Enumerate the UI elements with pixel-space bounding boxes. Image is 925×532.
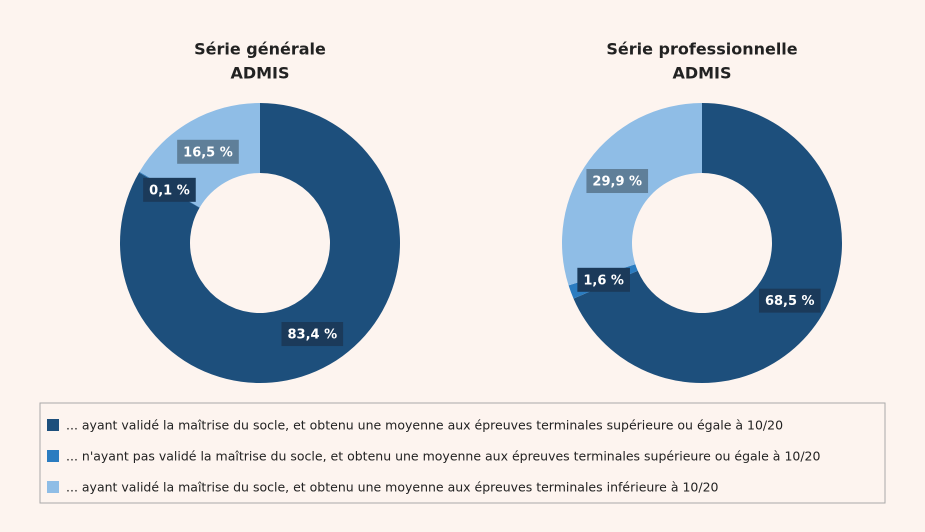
legend-label: ... n'ayant pas validé la maîtrise du so…: [66, 449, 821, 464]
value-label: 83,4 %: [287, 328, 337, 343]
value-label: 0,1 %: [149, 183, 190, 198]
legend-swatch: [47, 419, 59, 431]
legend-label: ... ayant validé la maîtrise du socle, e…: [66, 418, 783, 433]
legend-label: ... ayant validé la maîtrise du socle, e…: [66, 480, 719, 495]
value-label-box: [577, 267, 630, 292]
legend-box: [39, 402, 886, 504]
value-label: 29,9 %: [592, 175, 642, 190]
donut-slice: [562, 103, 702, 286]
value-label-box: [586, 169, 649, 194]
value-label-box: [177, 139, 239, 164]
value-label-box: [758, 288, 821, 313]
chart-subtitle: ADMIS: [672, 64, 731, 83]
chart-subtitle: ADMIS: [230, 64, 289, 83]
chart-title: Série générale: [194, 40, 326, 59]
value-label: 16,5 %: [183, 145, 233, 160]
value-label: 68,5 %: [765, 294, 815, 309]
donut-slice: [573, 103, 842, 383]
legend-swatch: [47, 450, 59, 462]
donut-slice: [119, 103, 400, 383]
value-label-box: [281, 322, 344, 347]
value-label-box: [143, 177, 196, 202]
legend-swatch: [47, 481, 59, 493]
value-label: 1,6 %: [583, 273, 624, 288]
chart-title: Série professionnelle: [606, 40, 797, 59]
